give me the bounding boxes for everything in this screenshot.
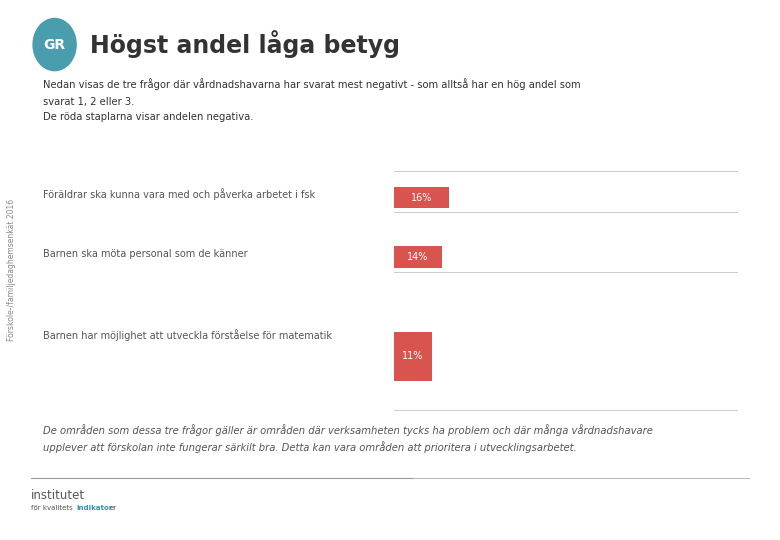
Text: 16%: 16% xyxy=(410,193,432,202)
Text: Barnen har möjlighet att utveckla förståelse för matematik: Barnen har möjlighet att utveckla förstå… xyxy=(43,329,332,341)
Text: Förskole-/familjedaghemsenkät 2016: Förskole-/familjedaghemsenkät 2016 xyxy=(7,199,16,341)
Text: Föräldrar ska kunna vara med och påverka arbetet i fsk: Föräldrar ska kunna vara med och påverka… xyxy=(43,188,315,200)
Text: Högst andel låga betyg: Högst andel låga betyg xyxy=(90,30,399,58)
Text: De områden som dessa tre frågor gäller är områden där verksamheten tycks ha prob: De områden som dessa tre frågor gäller ä… xyxy=(43,424,653,453)
Text: Barnen ska möta personal som de känner: Barnen ska möta personal som de känner xyxy=(43,249,247,259)
Text: Nedan visas de tre frågor där vårdnadshavarna har svarat mest negativt - som all: Nedan visas de tre frågor där vårdnadsha… xyxy=(43,78,580,90)
Text: 11%: 11% xyxy=(402,352,424,361)
Text: för kvalitets: för kvalitets xyxy=(31,505,73,511)
Text: indikator: indikator xyxy=(76,505,112,511)
Text: institutet: institutet xyxy=(31,489,85,502)
Text: De röda staplarna visar andelen negativa.: De röda staplarna visar andelen negativa… xyxy=(43,112,254,122)
Text: 14%: 14% xyxy=(407,252,429,262)
Text: er: er xyxy=(109,505,116,511)
Text: GR: GR xyxy=(44,38,66,51)
Text: svarat 1, 2 eller 3.: svarat 1, 2 eller 3. xyxy=(43,97,134,107)
Circle shape xyxy=(33,18,76,71)
